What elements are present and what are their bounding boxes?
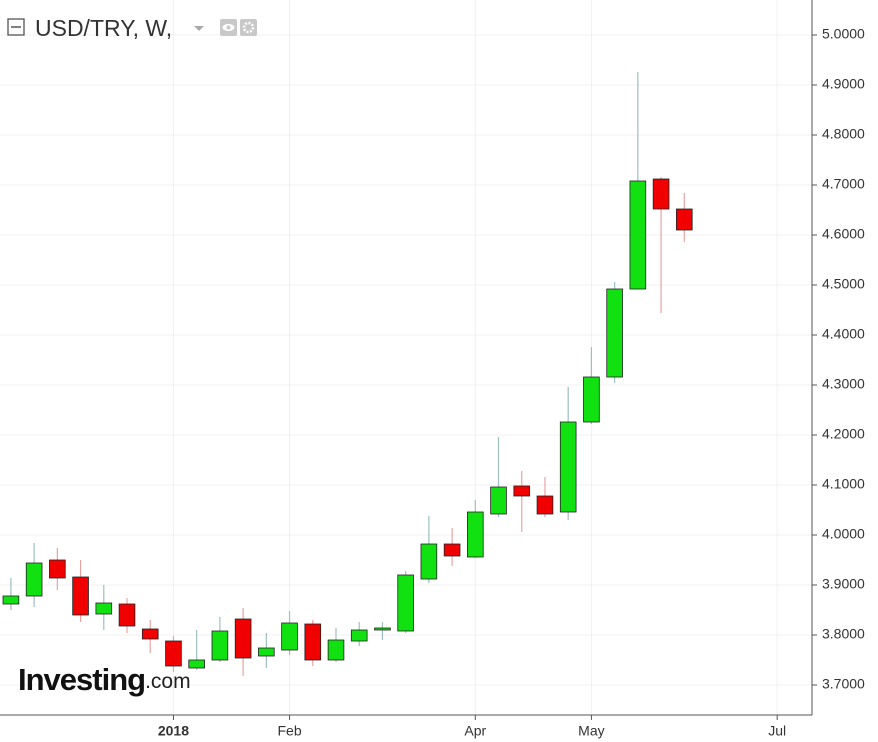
logo-main: Investing [18, 662, 145, 697]
candle-body [675, 208, 693, 231]
candle-body [467, 511, 484, 558]
candle-body [141, 628, 159, 640]
y-tick-label: 5.0000 [822, 26, 865, 42]
logo: Investing.com [18, 662, 191, 697]
candle-body [165, 640, 182, 667]
eye-icon-pupil [226, 25, 231, 30]
candle-body [118, 603, 136, 627]
settings-icon-gear [242, 21, 255, 34]
y-tick-label: 4.4000 [822, 326, 865, 342]
y-tick-label: 3.7000 [822, 676, 865, 692]
y-tick-label: 4.3000 [822, 376, 865, 392]
logo-suffix: .com [145, 670, 191, 693]
candle-body [304, 623, 322, 661]
dropdown-arrow[interactable] [194, 26, 204, 31]
candle-body [443, 543, 461, 557]
y-tick-label: 4.7000 [822, 176, 865, 192]
y-tick-label: 4.8000 [822, 126, 865, 142]
x-tick-label: May [578, 723, 604, 739]
candle-body [234, 618, 252, 659]
candle-body [652, 178, 670, 210]
candle-body [606, 288, 623, 378]
y-tick-label: 4.0000 [822, 526, 865, 542]
candle-body [513, 485, 531, 497]
x-tick-label: Apr [464, 723, 486, 739]
y-tick-label: 4.1000 [822, 476, 865, 492]
candle-body [629, 180, 647, 290]
candle-body [420, 543, 438, 580]
candle-body [559, 421, 577, 513]
candle-body [327, 639, 345, 661]
x-tick-label: Feb [277, 723, 301, 739]
candle-body [374, 627, 391, 631]
y-tick-label: 4.6000 [822, 226, 865, 242]
candle-body [490, 486, 507, 515]
collapse-icon[interactable] [7, 18, 25, 36]
y-tick-label: 4.2000 [822, 426, 865, 442]
candle-body [2, 595, 20, 605]
chart-title: USD/TRY, W, [35, 15, 172, 41]
y-tick-label: 4.5000 [822, 276, 865, 292]
candle-body [536, 495, 554, 515]
candle-body [397, 574, 414, 632]
y-tick-label: 3.9000 [822, 576, 865, 592]
y-tick-label: 4.9000 [822, 76, 865, 92]
settings-icon[interactable] [240, 19, 257, 36]
candle-body [25, 562, 43, 597]
candle-body [72, 576, 89, 616]
candle-body [350, 629, 368, 642]
candle-body [583, 376, 600, 423]
candle-body [211, 630, 229, 661]
candle-body [49, 559, 66, 579]
y-tick-label: 3.8000 [822, 626, 865, 642]
candle-body [281, 622, 298, 651]
candle-body [258, 647, 275, 657]
candles [2, 72, 693, 676]
candle-body [95, 602, 113, 615]
candle-body [188, 659, 205, 669]
x-tick-label: 2018 [158, 723, 189, 739]
x-tick-label: Jul [768, 723, 786, 739]
